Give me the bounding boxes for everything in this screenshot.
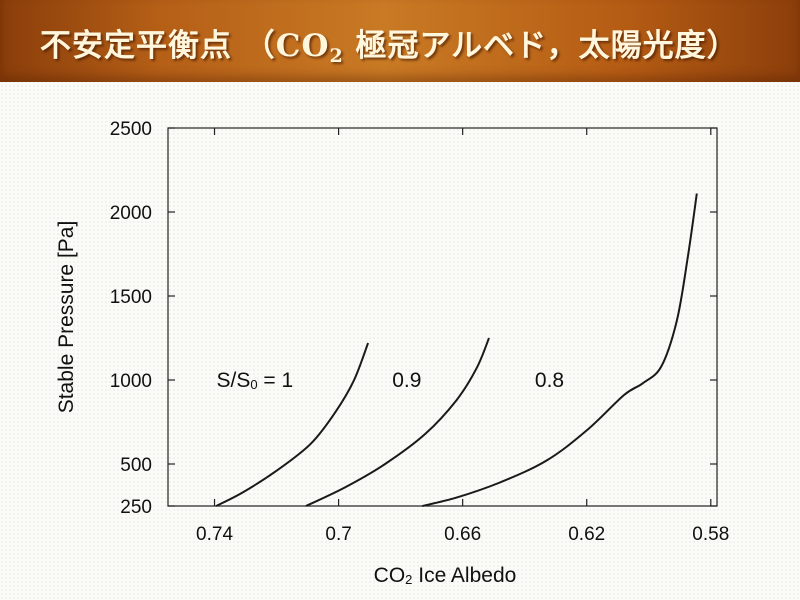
x-axis-label: CO2 Ice Albedo	[374, 564, 517, 587]
y-axis-label: Stable Pressure [Pa]	[55, 221, 78, 414]
x-axis-label-main: CO	[374, 564, 406, 587]
series-curves	[215, 193, 698, 507]
series-label-2: 0.9	[392, 369, 421, 392]
series-line-3	[422, 193, 698, 507]
slide-title: 不安定平衡点 （CO2 極冠アルベド，太陽光度）	[40, 20, 739, 67]
x-tick-label: 0.62	[568, 524, 605, 545]
y-tick-label: 1000	[110, 371, 152, 392]
title-bar: 不安定平衡点 （CO2 極冠アルベド，太陽光度）	[0, 0, 800, 82]
slide-title-subscript: 2	[329, 45, 344, 67]
x-axis-ticks: 0.74 0.7 0.66 0.62 0.58	[196, 128, 729, 545]
x-tick-label: 0.66	[444, 524, 481, 545]
series-label-1: S/S0 = 1	[216, 369, 293, 392]
y-axis-ticks: 250 500 1000 1500 2000 2500	[110, 119, 717, 518]
slide-title-rest: 極冠アルベド，太陽光度）	[343, 28, 739, 64]
y-tick-label: 2500	[110, 119, 152, 140]
x-axis-label-subscript: 2	[405, 572, 412, 587]
slide-title-main: 不安定平衡点 （CO	[40, 28, 330, 64]
y-tick-label: 250	[120, 497, 152, 518]
series-label-3: 0.8	[535, 369, 564, 392]
series-line-1	[215, 342, 370, 507]
x-tick-label: 0.58	[692, 524, 729, 545]
series-line-2	[305, 337, 490, 507]
x-axis-label-rest: Ice Albedo	[412, 564, 516, 587]
series-labels: S/S0 = 1 0.9 0.8	[216, 369, 564, 392]
y-tick-label: 500	[120, 455, 152, 476]
x-tick-label: 0.74	[196, 524, 233, 545]
plot-frame	[167, 127, 718, 507]
x-tick-label: 0.7	[325, 524, 351, 545]
y-tick-label: 1500	[110, 287, 152, 308]
y-tick-label: 2000	[110, 203, 152, 224]
